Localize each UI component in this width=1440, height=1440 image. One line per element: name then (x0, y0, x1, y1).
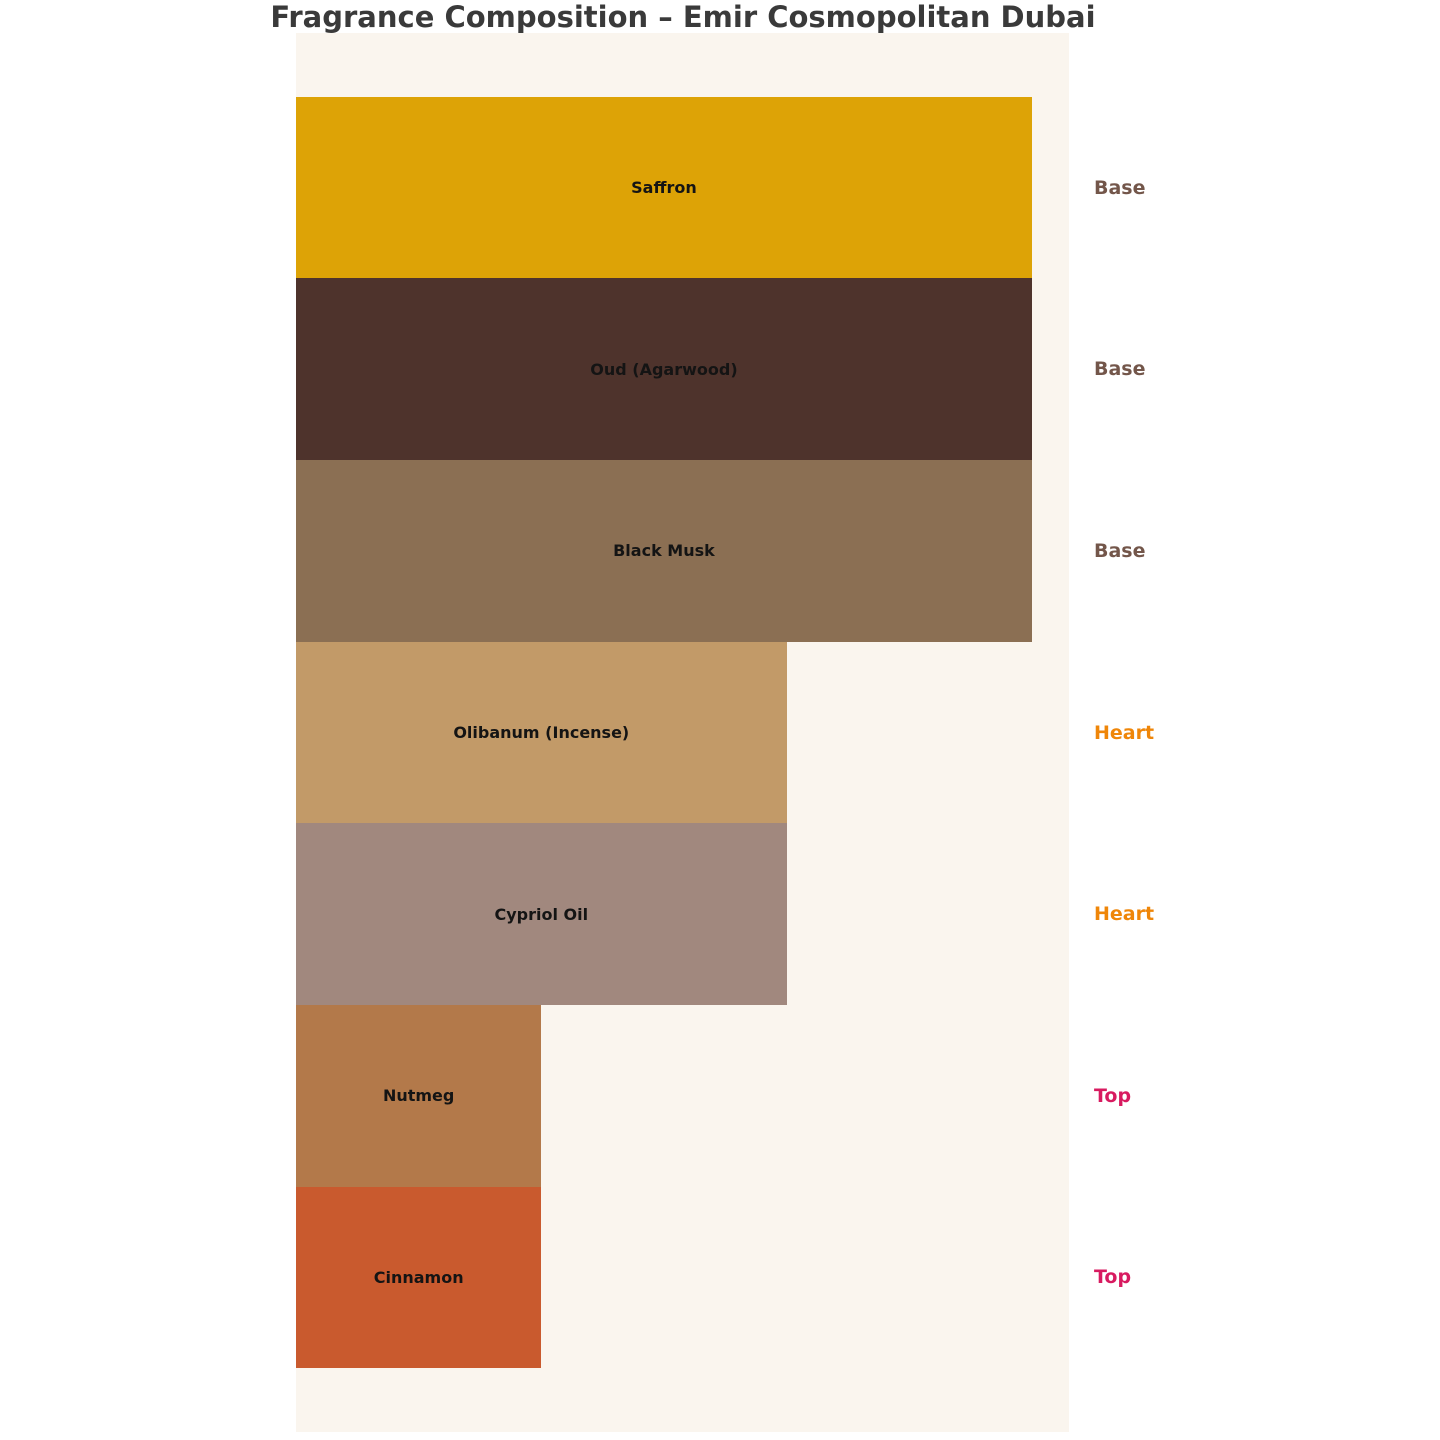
note-type-label-saffron: Base (1094, 176, 1146, 199)
bar-label-oud-agarwood: Oud (Agarwood) (590, 359, 738, 379)
bar-label-nutmeg: Nutmeg (382, 1086, 455, 1106)
note-type-label-nutmeg: Top (1094, 1084, 1132, 1107)
bar-saffron: Saffron (296, 96, 1032, 279)
bar-cypriol-oil: Cypriol Oil (296, 823, 787, 1005)
bar-nutmeg: Nutmeg (296, 1005, 542, 1187)
note-type-label-cinnamon: Top (1094, 1266, 1132, 1289)
bar-oud-agarwood: Oud (Agarwood) (296, 278, 1032, 461)
bar-label-saffron: Saffron (631, 178, 697, 198)
bar-olibanum-incense: Olibanum (Incense) (296, 641, 787, 824)
note-type-label-oud-agarwood: Base (1094, 358, 1146, 381)
bar-black-musk: Black Musk (296, 460, 1032, 642)
chart-title: Fragrance Composition – Emir Cosmopolita… (270, 0, 1096, 34)
bar-label-cypriol-oil: Cypriol Oil (494, 904, 589, 924)
bar-label-black-musk: Black Musk (613, 541, 715, 561)
note-type-label-cypriol-oil: Heart (1094, 903, 1155, 926)
note-type-label-olibanum-incense: Heart (1094, 721, 1155, 744)
note-type-label-black-musk: Base (1094, 539, 1146, 562)
bar-label-olibanum-incense: Olibanum (Incense) (453, 723, 630, 742)
bar-cinnamon: Cinnamon (296, 1186, 542, 1369)
bar-label-cinnamon: Cinnamon (373, 1267, 464, 1287)
